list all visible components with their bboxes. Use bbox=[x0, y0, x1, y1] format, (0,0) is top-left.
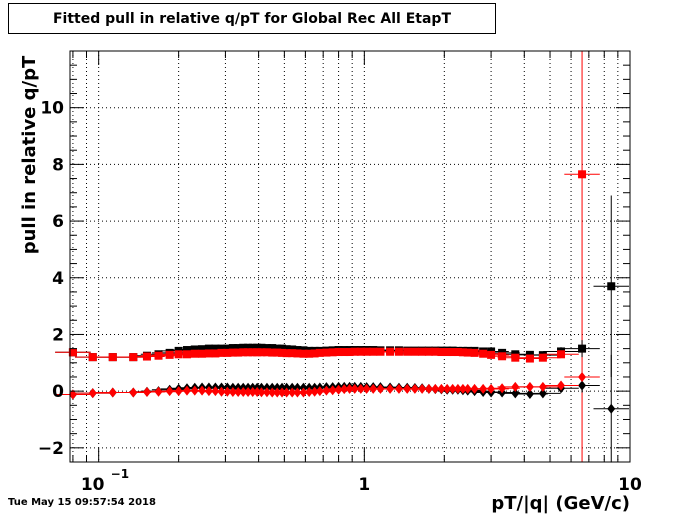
plot-frame bbox=[69, 50, 631, 463]
data-point bbox=[557, 380, 566, 391]
data-point bbox=[511, 388, 520, 399]
y-axis-title: pull in relative q/pT bbox=[19, 55, 40, 254]
data-point bbox=[538, 353, 547, 362]
data-point bbox=[108, 387, 117, 398]
data-point bbox=[88, 353, 97, 362]
data-point bbox=[498, 383, 507, 394]
data-layer bbox=[55, 51, 630, 463]
grid-layer bbox=[70, 51, 631, 462]
y-tick-label: 10 bbox=[40, 99, 64, 119]
data-point bbox=[68, 348, 77, 357]
x-tick-label: 10 bbox=[81, 475, 105, 495]
data-point bbox=[299, 387, 308, 398]
data-point bbox=[154, 351, 163, 360]
data-point bbox=[268, 344, 277, 353]
data-point bbox=[182, 346, 191, 355]
data-point bbox=[88, 388, 97, 399]
date-stamp: Tue May 15 09:57:54 2018 bbox=[8, 497, 156, 508]
y-tick-label: 8 bbox=[52, 155, 64, 175]
data-point bbox=[142, 352, 151, 361]
data-point bbox=[211, 386, 220, 397]
data-point bbox=[315, 386, 324, 397]
y-tick-label: −2 bbox=[38, 439, 64, 459]
data-point bbox=[154, 386, 163, 397]
data-point bbox=[470, 348, 479, 357]
data-point bbox=[310, 386, 319, 397]
data-point bbox=[174, 386, 183, 397]
data-point bbox=[129, 353, 138, 362]
x-tick-label-exponent: −1 bbox=[111, 467, 129, 481]
data-point bbox=[557, 350, 566, 359]
x-tick-label: 1 bbox=[358, 475, 370, 495]
data-point bbox=[108, 353, 117, 362]
data-point bbox=[129, 387, 138, 398]
data-point bbox=[479, 349, 488, 358]
series-1 bbox=[55, 170, 600, 363]
y-tick-label: 6 bbox=[52, 212, 64, 232]
data-point bbox=[607, 282, 616, 291]
axis-layer: 10 −1 1 10 −2 0 2 4 6 8 10 bbox=[38, 50, 642, 495]
y-tick-label: 2 bbox=[52, 325, 64, 345]
data-point bbox=[334, 384, 343, 395]
data-point bbox=[538, 381, 547, 392]
data-point bbox=[278, 344, 287, 353]
data-point bbox=[487, 350, 496, 359]
data-point bbox=[525, 354, 534, 363]
data-point bbox=[310, 349, 319, 358]
y-tick-label: 0 bbox=[52, 382, 64, 402]
data-point bbox=[578, 344, 587, 353]
data-point bbox=[578, 380, 587, 391]
data-point bbox=[511, 353, 520, 362]
series-2 bbox=[55, 354, 630, 463]
chart-title-box: Fitted pull in relative q/pT for Global … bbox=[8, 3, 496, 34]
data-point bbox=[578, 371, 587, 382]
y-tick-label: 4 bbox=[52, 269, 64, 289]
data-point bbox=[211, 349, 220, 358]
chart-title: Fitted pull in relative q/pT for Global … bbox=[52, 10, 451, 27]
series-3 bbox=[55, 371, 600, 400]
data-point bbox=[498, 352, 507, 361]
data-point bbox=[223, 344, 232, 353]
x-axis-title: pT/|q| (GeV/c) bbox=[491, 493, 630, 514]
data-point bbox=[198, 345, 207, 354]
data-point bbox=[165, 350, 174, 359]
data-point bbox=[525, 388, 534, 399]
x-tick-label: 10 bbox=[618, 475, 642, 495]
data-point bbox=[487, 383, 496, 394]
data-point bbox=[198, 385, 207, 396]
data-point bbox=[538, 388, 547, 399]
data-point bbox=[578, 170, 587, 179]
data-point bbox=[182, 350, 191, 359]
data-point bbox=[328, 385, 337, 396]
data-point bbox=[68, 389, 77, 400]
data-point bbox=[607, 403, 616, 414]
